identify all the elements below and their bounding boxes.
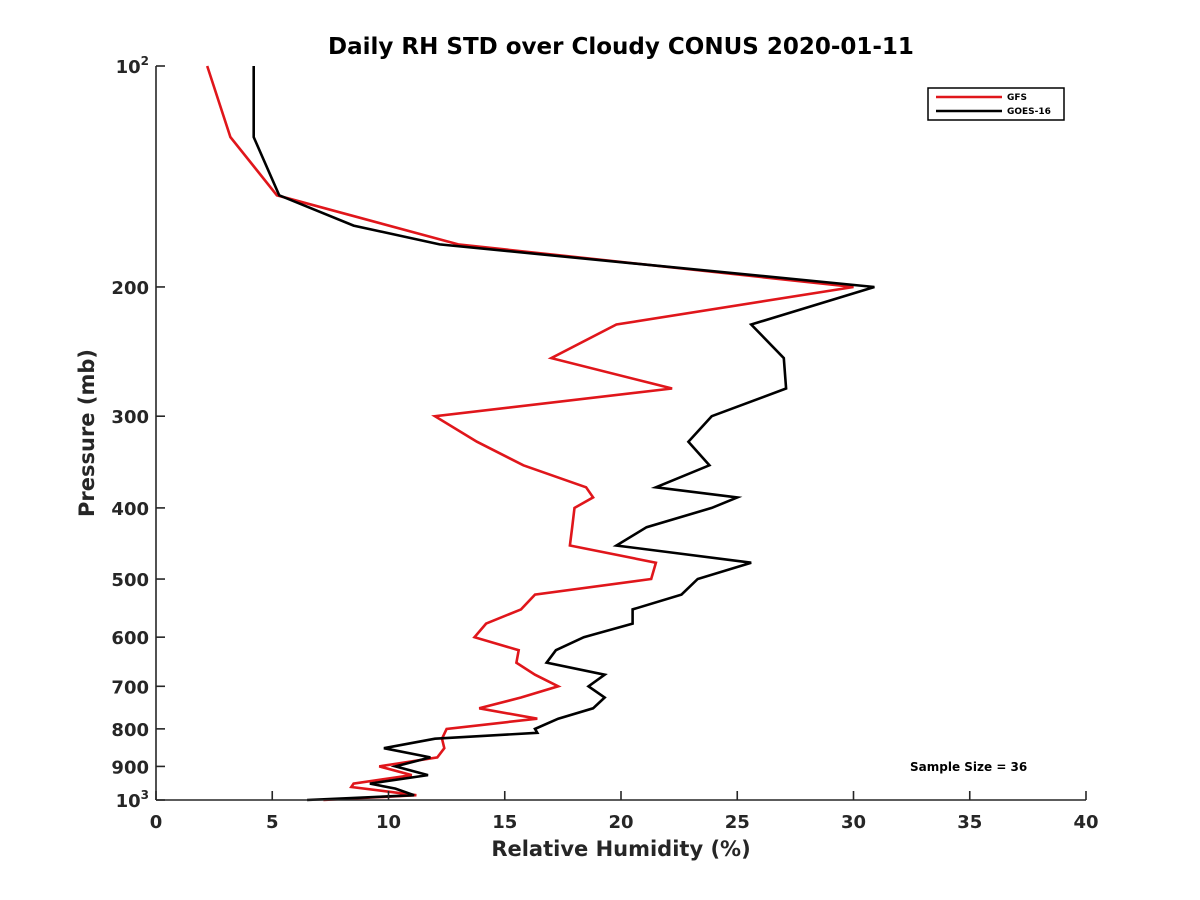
y-tick-label: 103 <box>116 788 149 812</box>
x-tick-label: 25 <box>725 812 750 833</box>
x-axis-label: Relative Humidity (%) <box>491 837 750 861</box>
x-tick-label: 0 <box>150 812 163 833</box>
series-line-gfs <box>205 65 854 802</box>
plot-area: 0 5 10 15 20 25 30 35 40 102 200 300 400 500 600 700 800… <box>111 54 1098 833</box>
y-tick-label: 700 <box>111 677 149 698</box>
y-tick-label: 102 <box>116 54 149 78</box>
x-tick-label: 35 <box>957 812 982 833</box>
y-tick-label: 200 <box>111 278 149 299</box>
legend-box <box>927 87 1065 121</box>
y-tick-label: 900 <box>111 757 149 778</box>
y-tick-label: 800 <box>111 720 149 741</box>
y-axis-label: Pressure (mb) <box>75 349 99 517</box>
x-tick-label: 15 <box>492 812 517 833</box>
x-tick-label: 5 <box>266 812 279 833</box>
x-tick-label: 10 <box>376 812 401 833</box>
y-tick-label: 300 <box>111 407 149 428</box>
chart-title: Daily RH STD over Cloudy CONUS 2020-01-1… <box>328 34 914 60</box>
x-tick-label: 40 <box>1073 812 1098 833</box>
legend: GFS GOES-16 <box>927 87 1065 121</box>
x-tick-label: 30 <box>841 812 866 833</box>
y-tick-label: 600 <box>111 628 149 649</box>
y-tick-label: 500 <box>111 570 149 591</box>
legend-label-gfs: GFS <box>1007 93 1027 103</box>
series-line-goes16 <box>252 66 875 802</box>
legend-label-goes16: GOES-16 <box>1007 107 1051 117</box>
sample-size-annotation: Sample Size = 36 <box>910 760 1027 774</box>
y-tick-label: 400 <box>111 499 149 520</box>
x-tick-label: 20 <box>608 812 633 833</box>
